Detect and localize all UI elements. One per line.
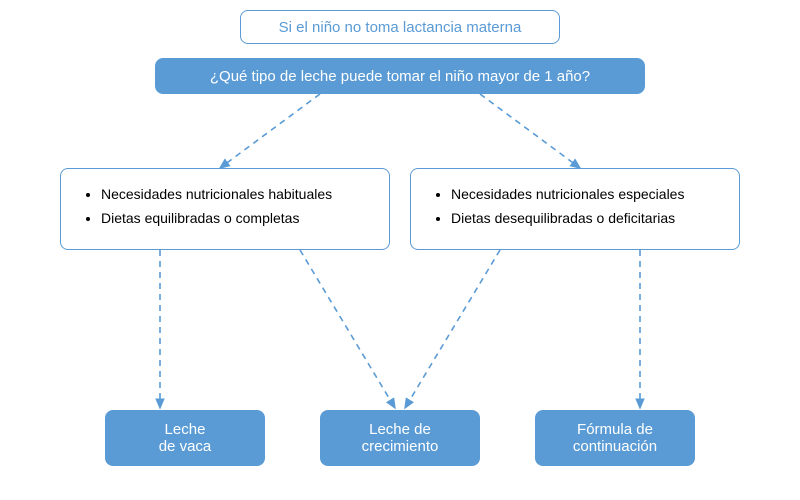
list-item: Dietas desequilibradas o deficitarias [451, 207, 684, 231]
list-item: Necesidades nutricionales especiales [451, 183, 684, 207]
criteria-right-box: Necesidades nutricionales especiales Die… [410, 168, 740, 250]
outcome-box-b: Leche decrecimiento [320, 410, 480, 466]
title-text: Si el niño no toma lactancia materna [279, 19, 522, 36]
list-item: Dietas equilibradas o completas [101, 207, 332, 231]
outcome-box-c: Fórmula decontinuación [535, 410, 695, 466]
criteria-left-box: Necesidades nutricionales habituales Die… [60, 168, 390, 250]
outcome-a-text: Lechede vaca [159, 421, 212, 455]
list-item: Necesidades nutricionales habituales [101, 183, 332, 207]
criteria-right-list: Necesidades nutricionales especiales Die… [423, 183, 684, 231]
question-box: ¿Qué tipo de leche puede tomar el niño m… [155, 58, 645, 94]
question-text: ¿Qué tipo de leche puede tomar el niño m… [210, 68, 590, 85]
outcome-c-text: Fórmula decontinuación [573, 421, 657, 455]
criteria-left-list: Necesidades nutricionales habituales Die… [73, 183, 332, 231]
outcome-box-a: Lechede vaca [105, 410, 265, 466]
title-box: Si el niño no toma lactancia materna [240, 10, 560, 44]
outcome-b-text: Leche decrecimiento [362, 421, 439, 455]
